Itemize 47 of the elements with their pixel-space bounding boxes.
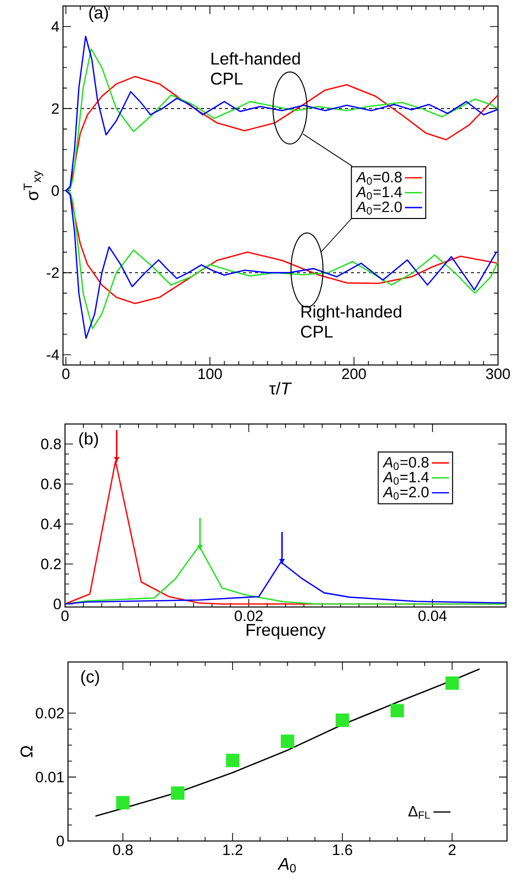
y-tick-label: 0.01 [36, 772, 64, 782]
x-tick-label: 1.2 [223, 844, 242, 856]
y-tick-label: -2 [46, 267, 59, 278]
y-tick-label: 0.8 [41, 438, 61, 450]
y-tick-label: 0.6 [41, 478, 61, 490]
y-tick-label: 0 [54, 598, 61, 610]
annotation: (b) [79, 432, 98, 448]
annotation: Left-handed CPL [211, 52, 300, 85]
annotation: (a) [89, 6, 108, 22]
y-tick-label: 4 [51, 21, 60, 32]
y-tick-label: 0.02 [36, 708, 64, 718]
y-tick-label: 0 [56, 836, 64, 846]
legend-label: A$_{0}$=0.8 [382, 456, 429, 470]
point [280, 734, 294, 748]
point [116, 796, 130, 810]
x-tick-label: 0.04 [418, 610, 447, 622]
x-axis-title: Frequency [246, 624, 326, 640]
legend-label: A$_{0}$=1.4 [382, 472, 429, 485]
point [171, 786, 184, 800]
x-tick-label: 100 [198, 368, 222, 380]
x-tick-label: 200 [342, 368, 366, 380]
x-tick-label: 0.8 [113, 844, 133, 856]
annotation: Right-handed CPL [301, 305, 402, 338]
y-tick-label: -4 [46, 350, 60, 360]
y-tick-label: 0.2 [41, 558, 61, 570]
y-tick-label: 0 [52, 185, 59, 196]
y-axis-title: Ω [20, 746, 32, 758]
point [226, 754, 240, 768]
x-tick-label: 300 [486, 368, 510, 380]
legend-label: A$_{0}$=2.0 [382, 486, 429, 500]
line-series [65, 544, 506, 605]
y-tick-label: 0.4 [41, 518, 62, 530]
legend-label: A$_{0}$=2.0 [356, 202, 402, 215]
point [390, 704, 404, 718]
point [445, 676, 459, 690]
legend-label: A$_{0}$=0.8 [356, 172, 402, 185]
y-axis-title: σ$^{T}$xy [24, 170, 44, 200]
x-axis-title: τ/T [269, 382, 292, 395]
x-tick-label: 1.6 [333, 844, 352, 856]
legend-label: A$_{0}$=1.4 [356, 186, 402, 200]
x-axis-title: A$_{0}$ [277, 858, 296, 872]
x-tick-label: 0.02 [234, 610, 263, 622]
x-tick-label: 2 [448, 844, 456, 856]
point [336, 713, 350, 727]
y-tick-label: 2 [52, 103, 59, 114]
annotation: (c) [81, 670, 99, 686]
legend-label: Δ$_{FL}$ [408, 806, 430, 819]
